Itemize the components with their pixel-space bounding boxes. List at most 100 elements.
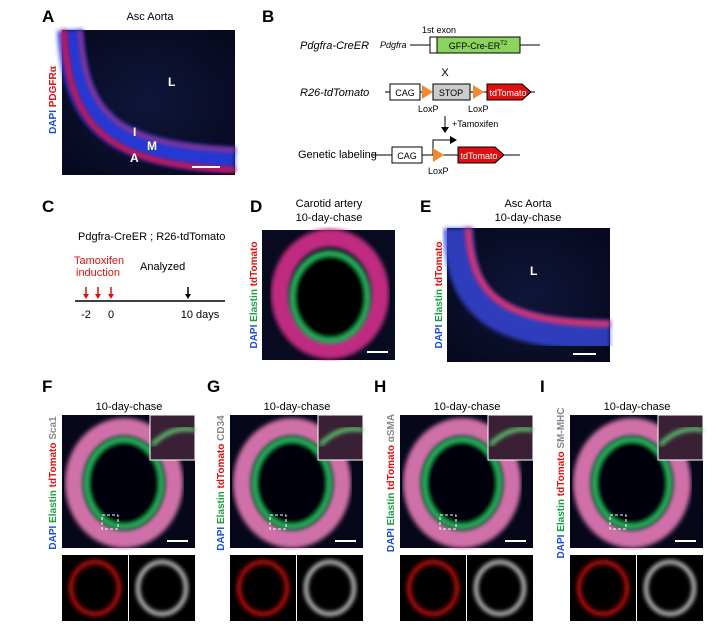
promoter-box (391, 146, 423, 164)
reporter-box (486, 83, 532, 101)
stain-label: DAPI Elastin tdTomato αSMA (386, 414, 397, 552)
vessel-wall (573, 418, 691, 548)
reporter-label: tdTomato (460, 151, 497, 161)
promoter-box (389, 83, 421, 101)
inset (657, 414, 704, 461)
promoter-label: CAG (395, 88, 415, 98)
vessel-wall (57, 29, 236, 173)
loxp-site (473, 85, 484, 99)
panel-h: H 10-day-chase DAPI Elastin tdTomato αSMA (374, 377, 534, 621)
panel-title: 10-day-chase (434, 401, 501, 413)
red-ring (576, 559, 630, 617)
panel-title: 10-day-chase (264, 401, 331, 413)
elastin (83, 436, 165, 530)
red-ring (406, 559, 460, 617)
vessel-wall (65, 418, 183, 548)
panels-f-i: F 10-day-chase DAPI Elastin tdTomato Sca1 G… (42, 377, 704, 621)
panel-letter: B (262, 7, 274, 26)
adventitia (61, 29, 236, 173)
panel-letter: C (42, 197, 54, 216)
panel-title: Asc Aorta (126, 11, 174, 23)
stain-label: DAPI Elastin tdTomato (434, 241, 445, 348)
elastin (591, 436, 673, 530)
genotype: Pdgfra-CreER ; R26-tdTomato (78, 231, 225, 243)
panel-letter: H (374, 377, 386, 396)
panel-title: 10-day-chase (96, 401, 163, 413)
panel-b: B 1st exon Pdgfra-CreER Pdgfra GFP-Cre-E… (262, 7, 540, 176)
elastin (251, 436, 333, 530)
result-label: Genetic labeling (298, 149, 377, 161)
label-lumen: L (530, 264, 537, 278)
gray-ring (136, 560, 188, 616)
red-ring (68, 559, 122, 617)
analyzed-label: Analyzed (140, 261, 185, 273)
inset-detail (658, 427, 704, 447)
panel-title: 10-day-chase (604, 401, 671, 413)
label-intima: I (133, 125, 136, 139)
inset-detail (318, 427, 364, 447)
induction-label: Tamoxifen (74, 255, 124, 267)
loxp-label: LoxP (468, 104, 489, 114)
arrow-head (450, 136, 457, 144)
label-lumen: L (168, 75, 175, 89)
stop-label: STOP (439, 88, 463, 98)
panel-g: G 10-day-chase DAPI Elastin tdTomato CD34 (207, 377, 364, 621)
gray-ring (304, 560, 356, 616)
reporter-label: tdTomato (489, 88, 526, 98)
panel-i: I 10-day-chase DAPI Elastin tdTomato SM-MH… (540, 377, 704, 621)
induction-label: induction (76, 267, 120, 279)
stain-label: DAPI Elastin tdTomato Sca1 (48, 416, 59, 550)
exon-box (429, 36, 438, 54)
panel-title: 10-day-chase (495, 212, 562, 224)
panel-letter: A (42, 7, 54, 26)
arrow-head (185, 294, 191, 299)
cassette-label: GFP-Cre-ERT2 (449, 41, 508, 51)
reporter-box (457, 146, 505, 164)
inset-detail (150, 427, 196, 447)
inset (487, 414, 534, 461)
allele-name: Pdgfra-CreER (300, 40, 369, 52)
loxp-label: LoxP (428, 166, 449, 176)
panel-title: 10-day-chase (296, 212, 363, 224)
loxp-site (422, 85, 433, 99)
arrow-head (441, 127, 449, 133)
loxp-label: LoxP (418, 104, 439, 114)
inset-box (439, 514, 457, 530)
inset-box (609, 514, 627, 530)
intima (78, 29, 236, 152)
inset (149, 414, 196, 461)
inset (317, 414, 364, 461)
labeled-cells (465, 227, 611, 327)
stain-label: DAPI Elastin tdTomato (249, 241, 260, 348)
stain-label: DAPI PDGFRα (48, 65, 59, 134)
timepoint: -2 (81, 309, 91, 321)
gray-ring (644, 560, 696, 616)
elastin (421, 436, 503, 530)
gene-label: Pdgfra (380, 40, 407, 50)
vessel-wall (271, 229, 389, 359)
cross-label: X (441, 67, 449, 79)
panel-title: Carotid artery (296, 198, 363, 210)
exon-label: 1st exon (422, 25, 456, 35)
timepoint: 10 days (181, 309, 220, 321)
label-media: M (147, 139, 157, 153)
timepoint: 0 (108, 309, 114, 321)
panel-letter: G (207, 377, 220, 396)
panel-letter: F (42, 377, 52, 396)
panel-d: D Carotid artery 10-day-chase DAPI Elast… (249, 197, 395, 360)
gray-ring (474, 560, 526, 616)
label-adventitia: A (130, 151, 139, 165)
treatment-label: +Tamoxifen (452, 119, 498, 129)
panel-e: E Asc Aorta 10-day-chase L DAPI Elastin … (420, 197, 611, 362)
elastin (289, 250, 371, 344)
stain-label: DAPI Elastin tdTomato CD34 (216, 415, 227, 551)
inset-box (269, 514, 287, 530)
panel-a: A Asc Aorta L I M A DAPI PDGFRα (42, 7, 236, 175)
cassette-box (436, 36, 521, 54)
stop-box (432, 83, 471, 101)
panel-letter: I (540, 377, 545, 396)
loxp-site (433, 148, 444, 162)
panel-f: F 10-day-chase DAPI Elastin tdTomato Sca1 (42, 377, 196, 621)
inset-box (101, 514, 119, 530)
